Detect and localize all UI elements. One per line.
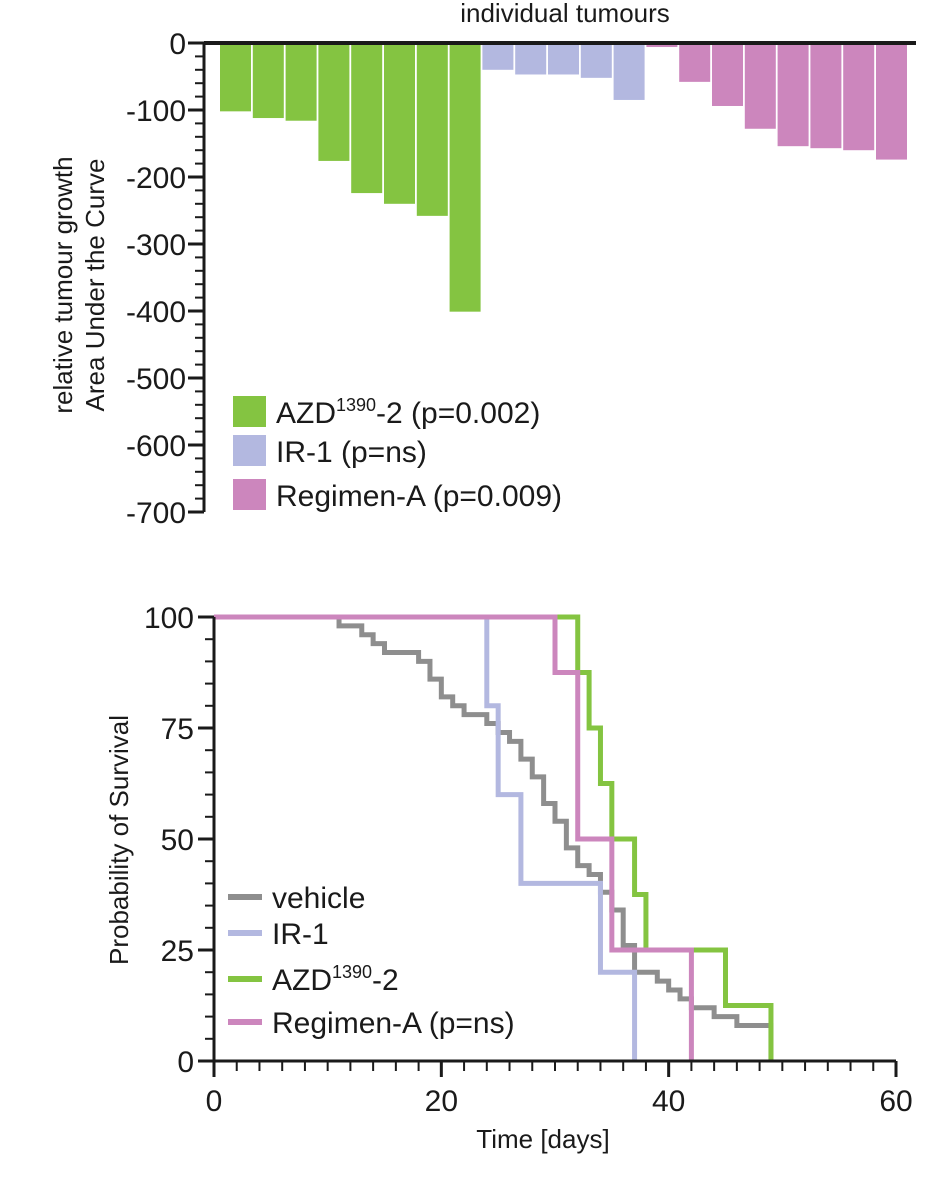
survival-x-tick-label: 20 [425,1085,458,1118]
waterfall-bar [384,43,415,204]
survival-x-tick-label: 60 [879,1085,912,1118]
waterfall-bar [679,43,711,82]
waterfall-bar [416,43,448,216]
waterfall-y-tick-label: -700 [126,497,186,530]
waterfall-bar [252,43,284,119]
legend-swatch [233,435,266,466]
waterfall-bar [744,43,776,129]
survival-x-label: Time [days] [476,1124,609,1154]
waterfall-bar [515,43,547,75]
waterfall-y-tick-label: -400 [126,296,186,329]
survival-y-tick-label: 50 [161,824,194,857]
waterfall-bar [646,43,678,48]
waterfall-y-axis: 0 -100 -200 -300 -400 -500 -600 -700 [126,28,206,530]
survival-curve [214,614,774,1061]
waterfall-bar [777,43,809,147]
survival-curve [214,614,638,1061]
waterfall-bar [613,43,645,100]
legend-label: IR-1 (p=ns) [276,436,427,469]
survival-y-tick-label: 75 [161,713,194,746]
survival-x-tick-label: 0 [206,1085,223,1118]
legend-label: Regimen-A (p=0.009) [276,480,562,513]
waterfall-y-tick-label: -300 [126,229,186,262]
waterfall-bar [449,43,481,312]
survival-curve [214,614,694,1061]
waterfall-y-label-line1: relative tumour growth [48,156,78,413]
legend-swatch [233,396,266,427]
survival-y-tick-label: 25 [161,935,194,968]
waterfall-bars [220,43,907,312]
waterfall-legend: AZD1390-2 (p=0.002) IR-1 (p=ns) Regimen-A … [233,395,562,513]
legend-label: IR-1 [272,918,329,951]
legend-swatch [233,479,266,510]
survival-axes: 0 25 50 75 100 0 20 40 60 [144,602,913,1118]
waterfall-bar [580,43,612,78]
legend-label: AZD1390-2 (p=0.002) [276,395,540,430]
waterfall-bar [548,43,579,75]
waterfall-y-tick-label: 0 [169,28,186,61]
waterfall-y-tick-label: -200 [126,162,186,195]
waterfall-bar [318,43,350,161]
waterfall-bar [285,43,317,121]
waterfall-bar [810,43,842,149]
survival-curves [214,614,774,1061]
legend-label: AZD1390-2 [272,962,399,997]
waterfall-y-tick-label: -600 [126,430,186,463]
waterfall-chart: individual tumours relative tumour growt… [48,0,916,530]
waterfall-bar [876,43,907,160]
waterfall-bar [351,43,383,194]
waterfall-bar [220,43,251,112]
legend-label: Regimen-A (p=ns) [272,1007,515,1040]
waterfall-bar [482,43,514,70]
survival-y-tick-label: 0 [177,1046,194,1079]
survival-chart: Probability of Survival Time [days] 0 25 5… [104,602,913,1154]
waterfall-title: individual tumours [460,0,670,28]
waterfall-y-tick-label: -500 [126,363,186,396]
waterfall-bar [843,43,875,151]
survival-y-tick-label: 100 [144,602,194,635]
survival-y-label: Probability of Survival [104,715,134,965]
waterfall-y-tick-label: -100 [126,95,186,128]
waterfall-y-label-line2: Area Under the Curve [80,159,110,412]
legend-label: vehicle [272,882,365,915]
waterfall-bar [712,43,743,106]
survival-x-tick-label: 40 [652,1085,685,1118]
